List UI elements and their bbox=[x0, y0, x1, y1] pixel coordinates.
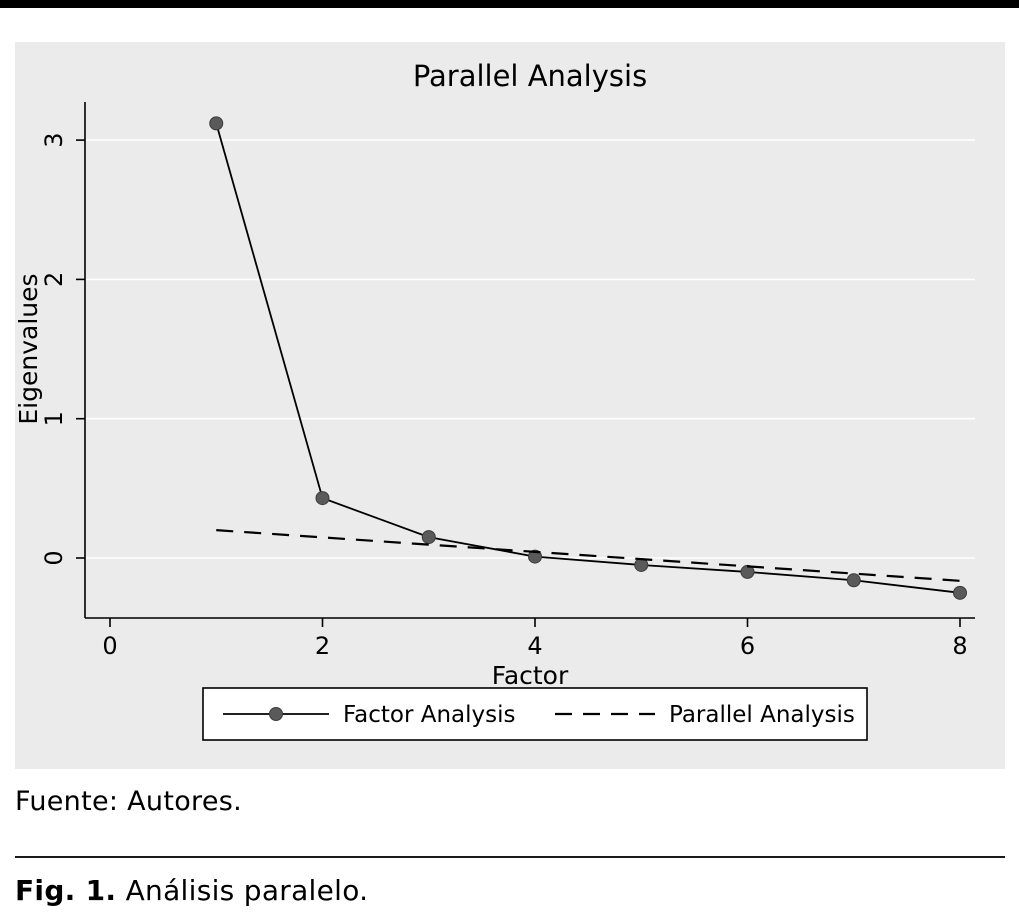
svg-text:8: 8 bbox=[952, 632, 967, 660]
caption-divider-line bbox=[15, 856, 1005, 858]
svg-text:Eigenvalues: Eigenvalues bbox=[15, 273, 43, 424]
svg-text:6: 6 bbox=[740, 632, 755, 660]
svg-text:Parallel Analysis: Parallel Analysis bbox=[413, 59, 647, 93]
top-black-bar bbox=[0, 0, 1019, 8]
parallel-analysis-chart: Parallel Analysis 0 2 4 6 8 0 1 2 3 Factor Eigenval… bbox=[15, 59, 975, 741]
svg-text:2: 2 bbox=[315, 632, 330, 660]
svg-text:Factor Analysis: Factor Analysis bbox=[343, 702, 515, 728]
parallel-analysis-chart-panel: Parallel Analysis 0 2 4 6 8 0 1 2 3 Factor Eigenval… bbox=[15, 42, 1005, 769]
svg-text:3: 3 bbox=[40, 132, 68, 147]
figure-caption-text: Análisis paralelo. bbox=[116, 874, 369, 907]
svg-text:0: 0 bbox=[102, 632, 117, 660]
figure-caption-label: Fig. 1. bbox=[15, 874, 117, 907]
svg-text:1: 1 bbox=[40, 411, 68, 426]
figure-caption: Fig. 1. Análisis paralelo. bbox=[15, 874, 368, 907]
svg-text:2: 2 bbox=[40, 272, 68, 287]
source-note: Fuente: Autores. bbox=[15, 786, 243, 817]
svg-text:Parallel Analysis: Parallel Analysis bbox=[669, 702, 855, 728]
svg-text:4: 4 bbox=[527, 632, 542, 660]
svg-text:0: 0 bbox=[40, 550, 68, 565]
svg-text:Factor: Factor bbox=[492, 661, 569, 690]
